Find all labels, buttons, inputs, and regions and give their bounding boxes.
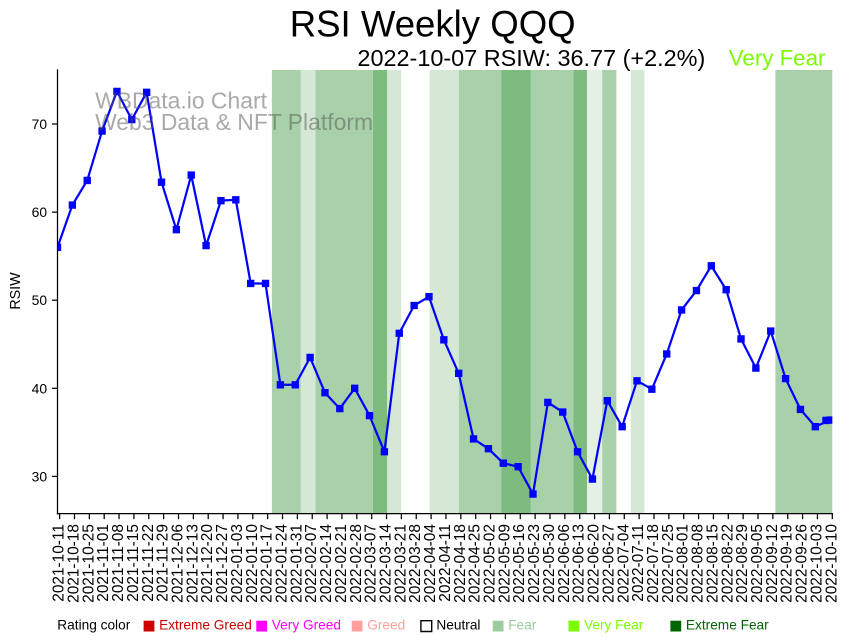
svg-text:2022-01-10: 2022-01-10 [244,524,261,603]
svg-text:2022-06-13: 2022-06-13 [571,524,588,603]
svg-text:2022-01-17: 2022-01-17 [259,524,276,603]
svg-text:RSI Weekly QQQ: RSI Weekly QQQ [290,4,576,45]
svg-text:2021-11-22: 2021-11-22 [140,524,157,602]
svg-text:2022-06-27: 2022-06-27 [600,524,617,603]
svg-text:40: 40 [32,380,48,396]
svg-text:2022-07-04: 2022-07-04 [615,524,632,603]
svg-text:2022-03-28: 2022-03-28 [407,524,424,603]
svg-text:Greed: Greed [367,618,405,633]
svg-text:2022-01-31: 2022-01-31 [288,524,305,603]
svg-text:2022-09-26: 2022-09-26 [794,524,811,603]
svg-text:2022-08-08: 2022-08-08 [690,524,707,603]
svg-text:2021-12-27: 2021-12-27 [214,524,231,603]
svg-text:2022-05-30: 2022-05-30 [541,524,558,603]
svg-text:2022-08-15: 2022-08-15 [704,524,721,603]
svg-text:2021-10-18: 2021-10-18 [65,524,82,603]
svg-text:2022-07-18: 2022-07-18 [645,524,662,603]
svg-text:Extreme Fear: Extreme Fear [686,618,769,633]
svg-text:2022-05-23: 2022-05-23 [526,524,543,603]
svg-text:2022-02-14: 2022-02-14 [318,524,335,603]
svg-text:2022-08-29: 2022-08-29 [734,524,751,603]
svg-text:2021-10-11: 2021-10-11 [51,524,68,602]
svg-text:2022-08-22: 2022-08-22 [719,524,736,603]
svg-text:2022-10-03: 2022-10-03 [808,524,825,603]
svg-text:RSIW: RSIW [8,272,24,310]
svg-text:2022-09-05: 2022-09-05 [749,524,766,603]
svg-text:50: 50 [32,292,48,308]
svg-text:Extreme Greed: Extreme Greed [159,618,252,633]
svg-text:2022-03-21: 2022-03-21 [392,524,409,603]
svg-text:2022-06-20: 2022-06-20 [586,524,603,603]
svg-text:2022-04-04: 2022-04-04 [422,524,439,603]
svg-text:2021-11-01: 2021-11-01 [95,524,112,602]
svg-text:2022-07-25: 2022-07-25 [660,524,677,603]
svg-text:2022-05-02: 2022-05-02 [482,524,499,603]
svg-text:2021-11-29: 2021-11-29 [155,524,172,602]
svg-text:70: 70 [32,116,48,132]
svg-text:2022-02-07: 2022-02-07 [303,524,320,603]
svg-text:Rating color: Rating color [57,618,130,633]
svg-text:2022-06-06: 2022-06-06 [556,524,573,603]
svg-text:Web3 Data & NFT Platform: Web3 Data & NFT Platform [95,109,373,135]
svg-text:2022-10-10: 2022-10-10 [823,524,840,603]
svg-text:2021-11-08: 2021-11-08 [110,524,127,602]
svg-text:2022-02-28: 2022-02-28 [348,524,365,603]
svg-text:WBData.io Chart: WBData.io Chart [95,87,267,113]
svg-text:Very Fear: Very Fear [584,618,644,633]
svg-text:2021-10-25: 2021-10-25 [80,524,97,603]
svg-text:2022-01-24: 2022-01-24 [273,524,290,603]
svg-text:2022-04-18: 2022-04-18 [452,524,469,603]
svg-text:2022-05-09: 2022-05-09 [496,524,513,603]
svg-text:2022-10-07 RSIW: 36.77 (+2.2%): 2022-10-07 RSIW: 36.77 (+2.2%) [357,45,705,71]
svg-text:Fear: Fear [508,618,537,633]
svg-text:2022-04-25: 2022-04-25 [467,524,484,603]
svg-text:2022-09-12: 2022-09-12 [764,524,781,603]
svg-text:2022-03-07: 2022-03-07 [363,524,380,603]
svg-text:Neutral: Neutral [436,618,480,633]
svg-text:60: 60 [32,204,48,220]
svg-text:2022-03-14: 2022-03-14 [378,524,395,603]
svg-text:2022-04-11: 2022-04-11 [437,524,454,602]
svg-text:2021-12-06: 2021-12-06 [169,524,186,603]
svg-text:2022-05-16: 2022-05-16 [511,524,528,603]
svg-text:2022-07-11: 2022-07-11 [630,524,647,602]
svg-text:2021-12-20: 2021-12-20 [199,524,216,603]
svg-text:30: 30 [32,468,48,484]
svg-text:2022-01-03: 2022-01-03 [229,524,246,603]
svg-text:2022-02-21: 2022-02-21 [333,524,350,603]
svg-text:2021-11-15: 2021-11-15 [125,524,142,602]
svg-text:Very Fear: Very Fear [729,46,826,71]
svg-text:2022-09-19: 2022-09-19 [779,524,796,603]
svg-text:Very Greed: Very Greed [272,618,341,633]
svg-text:2021-12-13: 2021-12-13 [184,524,201,603]
svg-text:2022-08-01: 2022-08-01 [675,524,692,603]
